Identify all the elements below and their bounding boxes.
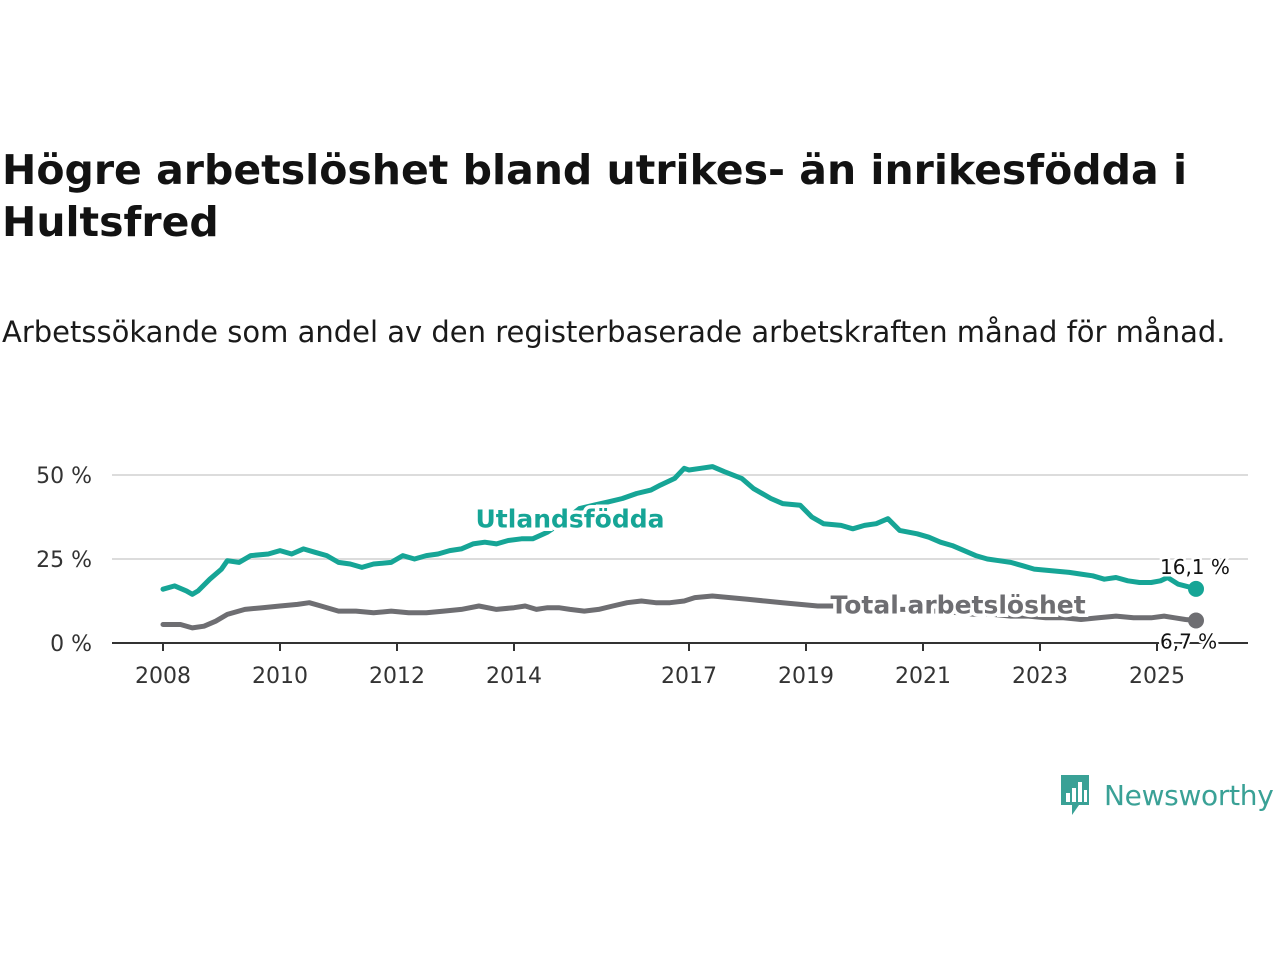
brand-name: Newsworthy — [1104, 778, 1274, 812]
line-chart: 2008 2010 2012 2014 2017 2019 2021 2023 2025 0 %… — [36, 464, 1248, 689]
series-line-utlandsfodda — [160, 464, 1199, 597]
x-tick-label: 2017 — [661, 664, 717, 689]
series-lines — [160, 464, 1204, 631]
x-tick-label: 2019 — [778, 664, 834, 689]
newsworthy-logo-icon — [1061, 775, 1089, 815]
x-tick-label: 2014 — [486, 664, 542, 689]
newsworthy-brand[interactable]: Newsworthy — [1058, 772, 1274, 818]
x-tick-label: 2025 — [1129, 664, 1185, 689]
chart-title: Högre arbetslöshet bland utrikes- än inr… — [2, 146, 1187, 246]
series-end-point — [1188, 612, 1204, 629]
y-axis-labels: 0 % 25 % 50 % — [36, 464, 92, 657]
series-labels: 16,1 % Utlandsfödda 6,7 % Total arbetslöshe… — [472, 501, 1232, 656]
x-tick-label: 2010 — [252, 664, 308, 689]
chart-subtitle: Arbetssökande som andel av den registerb… — [2, 315, 1226, 349]
x-tick-label: 2012 — [369, 664, 425, 689]
y-tick-label: 0 % — [50, 632, 92, 657]
end-value-label: 16,1 % — [1160, 555, 1230, 579]
series-end-point — [1188, 580, 1204, 597]
y-tick-label: 50 % — [36, 464, 92, 489]
series-name-label: Total arbetslöshet — [830, 590, 1085, 619]
series-name-label: Utlandsfödda — [476, 505, 665, 534]
y-tick-label: 25 % — [36, 548, 92, 573]
end-value-label: 6,7 % — [1160, 629, 1217, 653]
gridlines — [112, 474, 1248, 560]
x-tick-label: 2023 — [1012, 664, 1068, 689]
series-line-total — [160, 593, 1199, 631]
x-tick-label: 2008 — [135, 664, 191, 689]
x-axis: 2008 2010 2012 2014 2017 2019 2021 2023 2025 — [112, 642, 1248, 689]
x-tick-label: 2021 — [895, 664, 951, 689]
